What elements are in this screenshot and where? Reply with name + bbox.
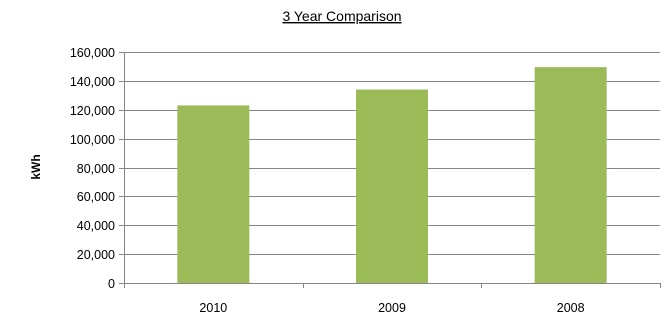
y-tick-label: 20,000 bbox=[77, 248, 115, 262]
bars bbox=[177, 67, 607, 283]
y-tick-label: 120,000 bbox=[70, 104, 115, 118]
y-tick-labels: 0 20,000 40,000 60,000 80,000 100,000 120,000 1… bbox=[70, 46, 115, 291]
bar-2010 bbox=[177, 105, 250, 283]
y-tick-label: 60,000 bbox=[77, 190, 115, 204]
x-tick-label: 2009 bbox=[378, 301, 406, 315]
y-tick-label: 80,000 bbox=[77, 162, 115, 176]
y-tick-label: 140,000 bbox=[70, 75, 115, 89]
y-tick-label: 100,000 bbox=[70, 133, 115, 147]
bar-2008 bbox=[534, 67, 607, 283]
axes bbox=[119, 52, 661, 288]
x-tick-label: 2008 bbox=[557, 301, 585, 315]
bar-2009 bbox=[356, 89, 428, 283]
x-tick-label: 2010 bbox=[199, 301, 227, 315]
y-tick-label: 40,000 bbox=[77, 219, 115, 233]
y-tick-label: 160,000 bbox=[70, 46, 115, 60]
chart-title: 3 Year Comparison bbox=[282, 8, 401, 24]
x-tick-labels: 2010 2009 2008 bbox=[199, 301, 584, 315]
y-axis-title: kWh bbox=[29, 154, 43, 179]
y-tick-label: 0 bbox=[108, 277, 115, 291]
